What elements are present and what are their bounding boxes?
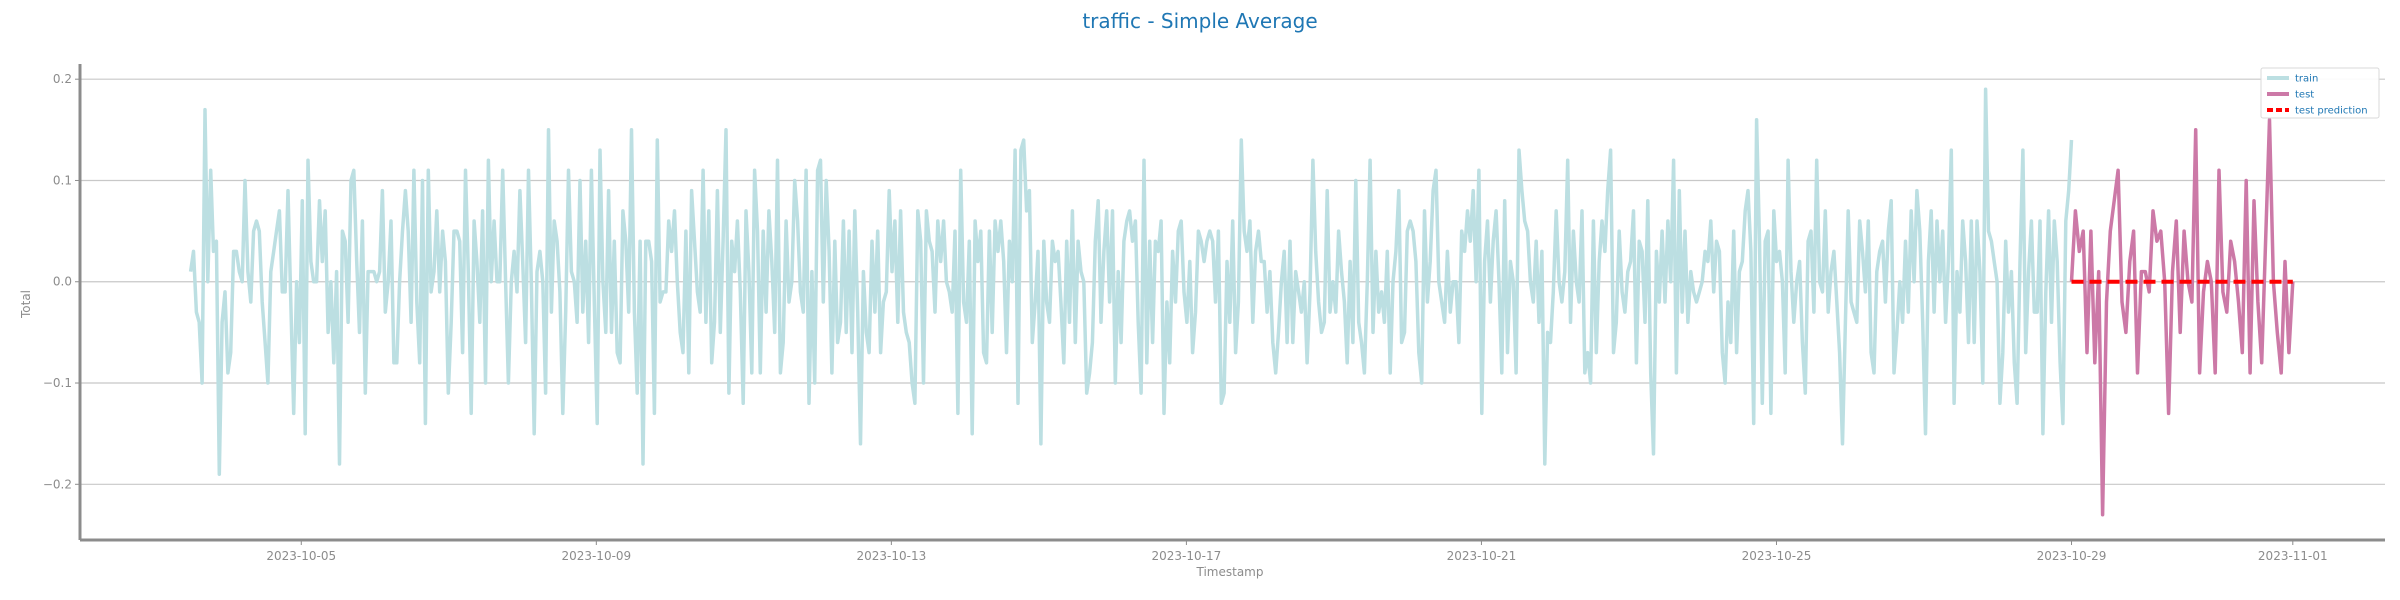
x-tick-label: 2023-10-09: [561, 549, 631, 563]
series-line-train: [188, 87, 2074, 476]
y-tick-label: 0.2: [53, 72, 72, 86]
chart-title: traffic - Simple Average: [1082, 9, 1317, 33]
legend: train test test prediction: [2260, 67, 2380, 119]
series-group: [188, 87, 2295, 517]
y-tick-label: 0.0: [53, 275, 72, 289]
x-tick-label: 2023-10-05: [266, 549, 336, 563]
y-tick-label: −0.2: [43, 477, 72, 491]
y-tick-label: −0.1: [43, 376, 72, 390]
legend-label-test-prediction: test prediction: [2295, 106, 2368, 117]
x-tick-label: 2023-10-21: [1447, 549, 1517, 563]
x-axis-label: Timestamp: [1196, 565, 1264, 579]
legend-label-train: train: [2295, 74, 2318, 85]
x-tick-label: 2023-10-13: [856, 549, 926, 563]
tick-labels: −0.2 −0.1 0.0 0.1 0.2 2023-10-05 2023-10-09 202…: [43, 72, 2328, 563]
y-tick-label: 0.1: [53, 173, 72, 187]
legend-box: [2260, 67, 2380, 119]
y-axis-label: Total: [19, 290, 33, 319]
legend-label-test: test: [2295, 90, 2314, 101]
x-tick-label: 2023-10-17: [1152, 549, 1222, 563]
axes: [75, 64, 2385, 545]
x-tick-label: 2023-10-25: [1742, 549, 1812, 563]
x-tick-label: 2023-10-29: [2037, 549, 2107, 563]
series-line-test: [2069, 117, 2295, 517]
x-tick-label: 2023-11-01: [2258, 549, 2328, 563]
